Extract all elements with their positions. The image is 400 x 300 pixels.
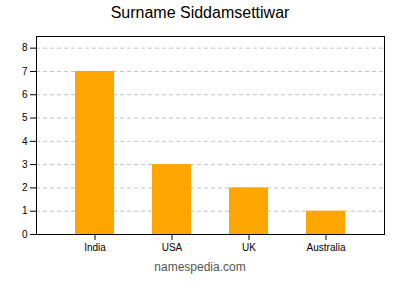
svg-text:4: 4 <box>22 136 28 147</box>
svg-text:India: India <box>84 242 106 253</box>
svg-text:5: 5 <box>22 112 28 123</box>
svg-text:8: 8 <box>22 42 28 53</box>
svg-text:USA: USA <box>162 242 183 253</box>
svg-text:UK: UK <box>242 242 256 253</box>
svg-text:7: 7 <box>22 66 28 77</box>
svg-text:0: 0 <box>22 229 28 240</box>
svg-text:6: 6 <box>22 89 28 100</box>
svg-text:3: 3 <box>22 159 28 170</box>
html-text:namespedia.com: namespedia.com <box>154 260 246 274</box>
html-text:Surname Siddamsettiwar: Surname Siddamsettiwar <box>110 4 290 21</box>
svg-text:1: 1 <box>22 205 28 216</box>
svg-text:Australia: Australia <box>307 242 346 253</box>
svg-text:2: 2 <box>22 182 28 193</box>
